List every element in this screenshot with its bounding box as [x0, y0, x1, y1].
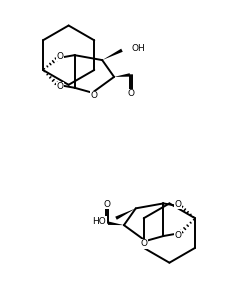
Text: O: O — [175, 200, 182, 209]
Polygon shape — [114, 73, 130, 77]
Text: O: O — [140, 239, 147, 248]
Text: O: O — [103, 200, 110, 209]
Polygon shape — [115, 208, 136, 220]
Text: O: O — [91, 91, 98, 100]
Polygon shape — [108, 222, 124, 225]
Polygon shape — [102, 49, 123, 60]
Text: O: O — [128, 89, 135, 98]
Text: O: O — [56, 52, 63, 61]
Text: HO: HO — [92, 217, 106, 226]
Text: O: O — [56, 82, 63, 91]
Text: OH: OH — [132, 44, 146, 53]
Text: O: O — [175, 230, 182, 240]
